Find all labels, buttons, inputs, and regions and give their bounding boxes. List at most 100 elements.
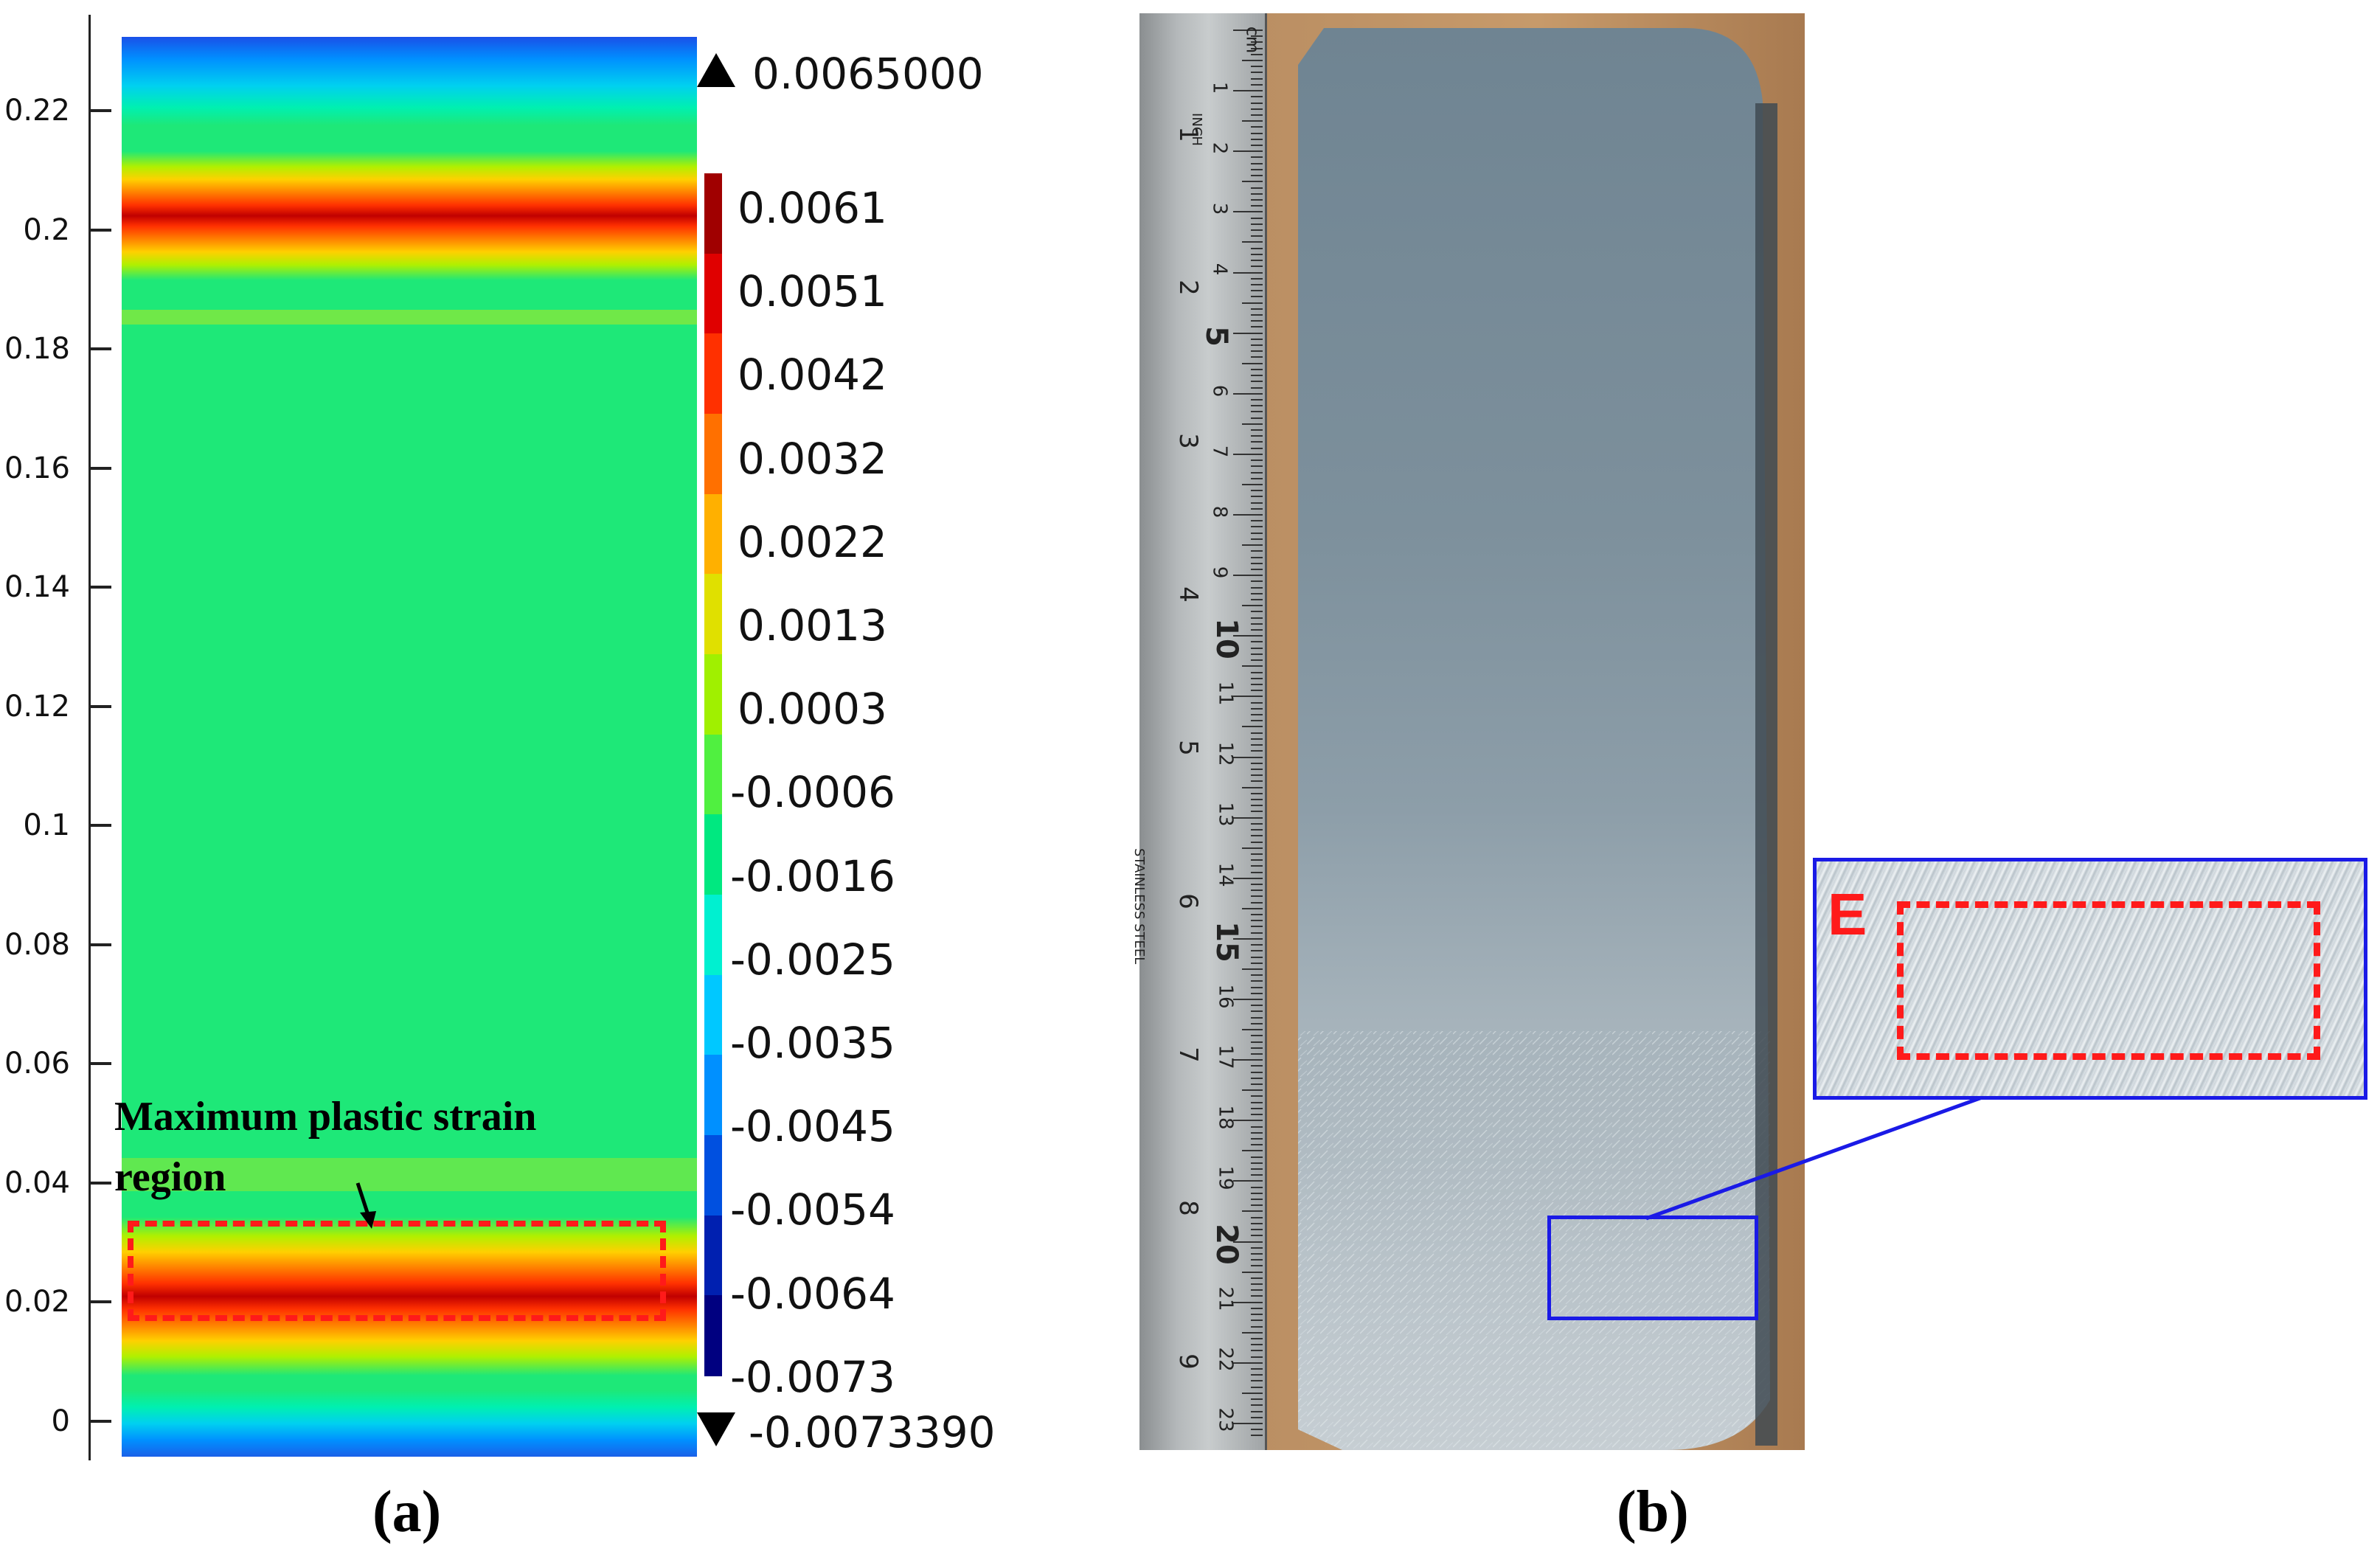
y-axis-tick [91, 586, 111, 589]
ruler-tick [1251, 992, 1263, 994]
ruler-tick [1251, 490, 1263, 492]
ruler-tick [1251, 805, 1263, 807]
ruler-tick [1251, 96, 1263, 98]
ruler-tick [1251, 811, 1263, 813]
ruler-tick [1251, 175, 1263, 177]
ruler-tick [1251, 653, 1263, 655]
ruler-tick [1251, 1199, 1263, 1201]
ruler-tick [1242, 60, 1263, 62]
ruler-tick [1251, 1368, 1263, 1370]
ruler-tick [1251, 859, 1263, 861]
ruler-tick [1251, 1101, 1263, 1103]
colorbar-segment [704, 974, 722, 1056]
ruler-tick [1242, 847, 1263, 849]
colorbar-segment [704, 895, 722, 976]
ruler-tick [1251, 762, 1263, 764]
ruler-tick [1251, 835, 1263, 837]
ruler-tick [1251, 398, 1263, 400]
ruler-tick [1251, 980, 1263, 982]
ruler-tick [1251, 1114, 1263, 1116]
ruler-tick [1251, 701, 1263, 704]
ruler-tick [1233, 271, 1263, 274]
ruler-tick [1251, 356, 1263, 358]
colorbar-label: -0.0064 [730, 1268, 895, 1319]
colorbar-segment [704, 1215, 722, 1297]
ruler-inch-label: 5 [1173, 740, 1203, 756]
ruler-tick [1251, 1246, 1263, 1249]
ruler-tick [1251, 641, 1263, 643]
ruler-tick [1251, 895, 1263, 898]
ruler-tick [1251, 526, 1263, 528]
ruler-tick [1233, 877, 1263, 879]
ruler-inch-label: 9 [1173, 1353, 1203, 1370]
ruler-tick [1251, 568, 1263, 570]
ruler-tick [1251, 229, 1263, 232]
ruler-inch-unit: INCH [1188, 113, 1204, 146]
ruler-tick [1251, 1235, 1263, 1237]
ruler-cm-label: 12 [1214, 741, 1237, 766]
y-axis-tick-label: 0.04 [4, 1165, 70, 1200]
ruler-tick [1251, 417, 1263, 419]
ruler-tick [1251, 720, 1263, 722]
ruler-tick [1251, 920, 1263, 922]
ruler-tick [1251, 108, 1263, 110]
ruler-tick [1251, 502, 1263, 504]
ruler-cm-label: 1 [1208, 81, 1231, 94]
ruler-tick [1251, 266, 1263, 268]
ruler-cm-label: 19 [1214, 1165, 1237, 1190]
colorbar-segment [704, 814, 722, 895]
ruler-cm-label: 10 [1209, 618, 1243, 659]
ruler-tick [1242, 665, 1263, 667]
y-axis-tick-label: 0.16 [4, 451, 70, 485]
ruler-cm-label: 5 [1198, 325, 1233, 347]
ruler-tick [1233, 816, 1263, 819]
colorbar [704, 173, 722, 1376]
colorbar-segment [704, 734, 722, 816]
ruler-tick [1233, 332, 1263, 334]
ruler-tick [1251, 326, 1263, 328]
ruler-tick [1251, 865, 1263, 867]
ruler-tick [1233, 1241, 1263, 1243]
ruler-tick [1251, 386, 1263, 389]
ruler-tick [1251, 768, 1263, 770]
ruler-tick [1251, 217, 1263, 219]
ruler-tick [1251, 1386, 1263, 1388]
ruler-cm-label: 2 [1208, 142, 1231, 155]
ruler-cm-label: 8 [1208, 505, 1231, 519]
colorbar-label: 0.0051 [738, 266, 887, 317]
ruler-tick [1251, 586, 1263, 589]
ruler-tick [1251, 1186, 1263, 1188]
ruler-tick [1251, 732, 1263, 734]
ruler-tick [1251, 944, 1263, 946]
ruler-tick [1251, 1077, 1263, 1079]
ruler-tick [1242, 786, 1263, 788]
ruler-tick [1233, 392, 1263, 395]
colorbar-segment [704, 253, 722, 335]
ruler-tick [1251, 1216, 1263, 1218]
ruler-cm-label: 14 [1214, 862, 1237, 887]
ruler-tick [1242, 1392, 1263, 1394]
ruler-tick [1233, 453, 1263, 455]
ruler-tick [1251, 901, 1263, 904]
ruler-tick [1251, 1259, 1263, 1261]
y-axis-tick-label: 0.06 [4, 1047, 70, 1081]
ruler-tick [1233, 1422, 1263, 1424]
ruler-tick [1251, 799, 1263, 801]
ruler-cm-label: 3 [1208, 203, 1231, 215]
ruler-tick [1251, 35, 1263, 38]
colorbar-segment [704, 1055, 722, 1136]
ruler-tick [1251, 562, 1263, 564]
y-axis-tick [91, 943, 111, 946]
ruler-tick [1251, 1410, 1263, 1412]
colorbar-segment [704, 1295, 722, 1376]
ruler-tick [1251, 1337, 1263, 1339]
ruler-tick [1251, 344, 1263, 347]
colorbar-segment [704, 1135, 722, 1216]
ruler-cm-label: 9 [1208, 566, 1231, 579]
ruler-tick [1251, 429, 1263, 431]
ruler-tick [1251, 277, 1263, 280]
ruler-tick [1251, 290, 1263, 292]
ruler-tick [1251, 890, 1263, 892]
annotation-text-line2: region [114, 1154, 226, 1200]
ruler-tick [1251, 1277, 1263, 1279]
